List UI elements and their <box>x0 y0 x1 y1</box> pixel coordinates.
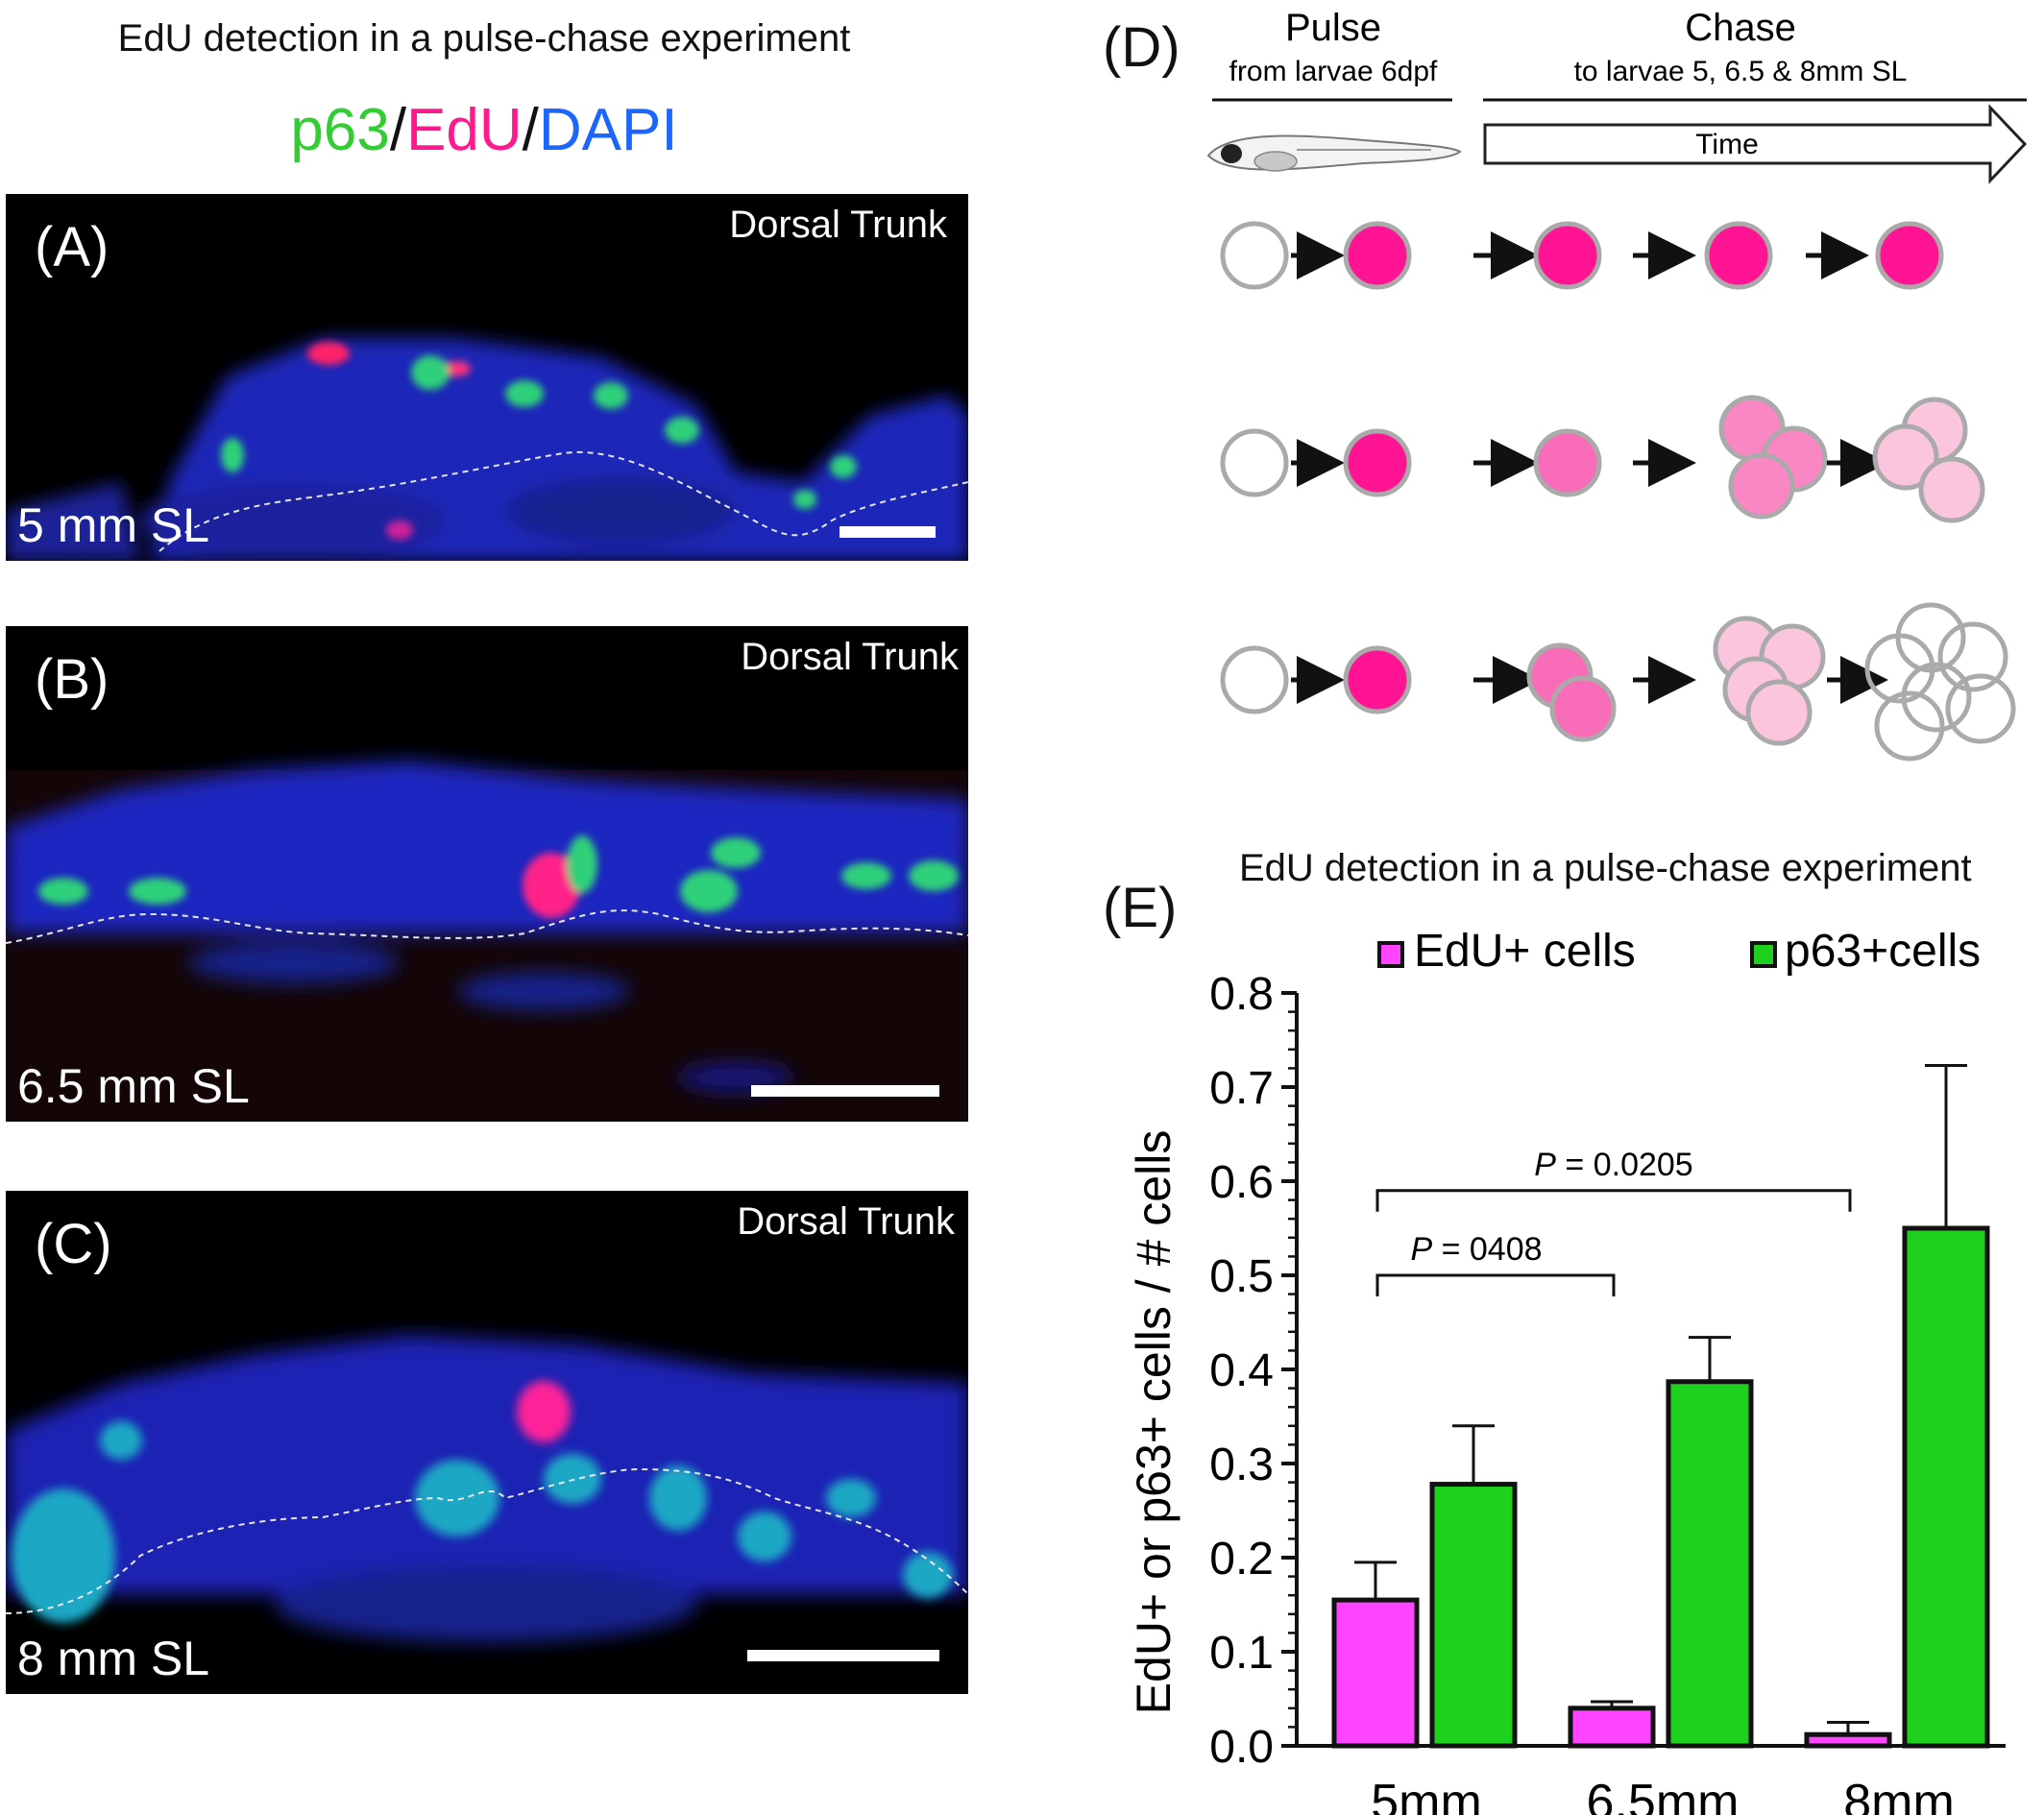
time-arrow <box>1483 104 2028 184</box>
bar <box>1902 1225 1990 1749</box>
panel-c-letter: (C) <box>35 1213 112 1275</box>
legend-swatch-edu <box>1377 941 1404 968</box>
significance-bracket <box>1375 1189 1852 1212</box>
legend-swatch-p63 <box>1750 941 1777 968</box>
p-symbol: P <box>1534 1147 1556 1183</box>
panel-c-region: Dorsal Trunk <box>737 1200 955 1243</box>
scale-bar <box>747 1650 939 1661</box>
y-tick-label: 0.1 <box>1209 1628 1274 1679</box>
micrograph-c-image <box>6 1335 968 1642</box>
panel-a-letter: (A) <box>35 216 110 278</box>
bar <box>1666 1379 1754 1749</box>
x-tick-label: 6.5mm <box>1587 1775 1740 1815</box>
p-value-label: P = 0408 <box>1410 1231 1542 1268</box>
x-tick-label: 5mm <box>1371 1775 1482 1815</box>
y-tick-label: 0.4 <box>1209 1345 1274 1396</box>
cell-row-1 <box>1220 221 1944 290</box>
chase-title: Chase <box>1685 7 1796 49</box>
cell-row-2 <box>1220 395 1985 523</box>
y-tick-label: 0.7 <box>1209 1063 1274 1114</box>
y-axis: 0.0 0.1 0.2 0.3 0.4 0.5 0.6 0.7 0.8 <box>1209 969 1299 1773</box>
figure-title: EdU detection in a pulse-chase experimen… <box>117 17 851 60</box>
channel-edu-label: EdU <box>406 97 523 163</box>
x-axis: 5mm 6.5mm 8mm <box>1297 1744 2006 1815</box>
bar <box>1331 1597 1420 1749</box>
p-value-label: P = 0.0205 <box>1534 1147 1692 1183</box>
panel-a-size: 5 mm SL <box>17 498 210 552</box>
y-axis-label: EdU+ or p63+ cells / # cells <box>1127 1130 1180 1715</box>
chart-title: EdU detection in a pulse-chase experimen… <box>1239 847 1972 889</box>
micrograph-panel-c: (C) Dorsal Trunk 8 mm SL <box>6 1191 968 1694</box>
time-label: Time <box>1695 129 1759 160</box>
bar-chart: EdU+ cells p63+cells EdU+ or p63+ cells … <box>1127 926 2006 1815</box>
bar <box>1804 1731 1892 1749</box>
bar <box>1568 1706 1656 1749</box>
legend-label-edu: EdU+ cells <box>1414 926 1636 977</box>
channel-separator: / <box>522 97 539 163</box>
y-tick-label: 0.6 <box>1209 1157 1274 1208</box>
panel-b-region: Dorsal Trunk <box>741 636 959 678</box>
pulse-title: Pulse <box>1285 7 1381 49</box>
panel-d-letter: (D) <box>1103 16 1180 79</box>
legend-label-p63: p63+cells <box>1785 926 1981 977</box>
panel-a-region: Dorsal Trunk <box>729 204 947 246</box>
significance-bracket <box>1375 1273 1616 1296</box>
x-tick-label: 8mm <box>1843 1775 1955 1815</box>
scale-bar <box>840 526 936 538</box>
chart-legend: EdU+ cells p63+cells <box>1377 926 1981 977</box>
y-tick-label: 0.8 <box>1209 969 1274 1020</box>
p-value: = 0408 <box>1432 1231 1542 1268</box>
channel-legend: p63/EdU/DAPI <box>0 96 968 164</box>
panel-b-letter: (B) <box>35 648 110 711</box>
y-tick-label: 0.0 <box>1209 1722 1274 1773</box>
channel-separator: / <box>389 97 407 163</box>
cell-row-3 <box>1220 602 2016 762</box>
p-value: = 0.0205 <box>1556 1147 1693 1183</box>
pulse-chase-schematic: Pulse from larvae 6dpf Chase to larvae 5… <box>1206 7 2028 762</box>
y-tick-label: 0.2 <box>1209 1534 1274 1585</box>
micrograph-a-image <box>6 338 968 561</box>
channel-dapi-label: DAPI <box>538 97 678 163</box>
channel-p63-label: p63 <box>290 97 390 163</box>
micrograph-panel-b: (B) Dorsal Trunk 6.5 mm SL <box>6 626 968 1122</box>
bar <box>1429 1482 1518 1749</box>
larva-icon <box>1206 134 1462 172</box>
pulse-subtitle: from larvae 6dpf <box>1229 56 1438 87</box>
panel-b-size: 6.5 mm SL <box>17 1059 250 1113</box>
micrograph-b-image <box>6 761 968 1122</box>
p-symbol: P <box>1410 1231 1432 1268</box>
bars <box>1331 1063 1990 1749</box>
y-tick-label: 0.3 <box>1209 1440 1274 1490</box>
panel-c-size: 8 mm SL <box>17 1632 210 1685</box>
scale-bar <box>751 1085 939 1097</box>
chase-subtitle: to larvae 5, 6.5 & 8mm SL <box>1574 56 1908 87</box>
micrograph-panel-a: (A) Dorsal Trunk 5 mm SL <box>6 194 968 561</box>
panel-e-letter: (E) <box>1103 877 1178 939</box>
y-tick-label: 0.5 <box>1209 1251 1274 1302</box>
